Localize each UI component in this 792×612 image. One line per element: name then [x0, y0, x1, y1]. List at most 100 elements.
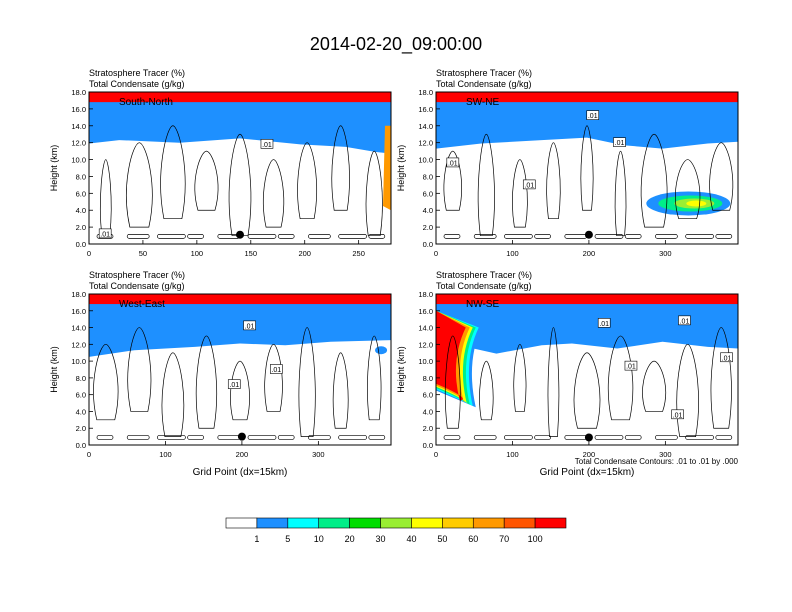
x-tick-label: 300	[312, 450, 325, 459]
plot-frame	[435, 293, 739, 446]
y-tick-label: 14.0	[71, 122, 86, 131]
contour-label: .01	[626, 364, 636, 371]
x-tick-label: 150	[245, 249, 258, 258]
contour-label: .01	[262, 142, 272, 149]
condensate-contour	[512, 159, 528, 228]
condensate-contour	[675, 159, 701, 220]
contour-label-box	[678, 315, 691, 326]
condensate-contour	[608, 335, 634, 421]
x-tick-label: 200	[298, 249, 311, 258]
panel-title-line: Stratosphere Tracer (%)	[436, 68, 532, 78]
figure-title: 2014-02-20_09:00:00	[310, 34, 482, 55]
condensate-contour	[298, 327, 316, 437]
y-tick-label: 6.0	[423, 189, 433, 198]
contour-label: .01	[100, 231, 110, 238]
y-tick-label: 2.0	[76, 223, 86, 232]
x-tick-label: 0	[87, 249, 91, 258]
condensate-contour	[614, 150, 627, 236]
panel-label: West-East	[119, 299, 165, 310]
colorbar-swatch	[472, 517, 505, 529]
y-tick-label: 18.0	[71, 88, 86, 97]
surface-contour	[715, 435, 733, 440]
surface-contour	[308, 435, 331, 440]
y-tick-label: 16.0	[71, 105, 86, 114]
tracer-intrusion	[383, 125, 391, 211]
panel-west-east: .01 .01 .01 West-East Stratosphere Tracer (%…	[49, 270, 392, 478]
condensate-contours	[443, 125, 734, 236]
tracer-band	[436, 294, 738, 354]
panel-south-north: .01 .01 South-North Stratosphere Tracer (%)…	[49, 68, 392, 258]
contour-label-box	[624, 360, 638, 371]
location-marker	[236, 230, 244, 239]
y-tick-label: 10.0	[418, 156, 433, 165]
contour-label: .01	[448, 160, 458, 167]
contour-label-box	[671, 409, 684, 420]
contour-label: .01	[229, 382, 239, 389]
condensate-contour	[161, 352, 185, 437]
colorbar-label: 60	[468, 534, 478, 544]
x-axis-label: Grid Point (dx=15km)	[540, 467, 635, 478]
y-tick-label: 2.0	[423, 424, 433, 433]
condensate-contour	[195, 335, 217, 429]
tracer-blob	[686, 200, 707, 207]
x-tick-label: 100	[506, 249, 519, 258]
condensate-contour	[228, 133, 252, 236]
y-tick-label: 14.0	[418, 324, 433, 333]
surface-contour	[338, 234, 367, 239]
y-tick-label: 0.0	[423, 441, 433, 450]
surface-contour	[126, 234, 150, 239]
colorbar-label: 70	[499, 534, 509, 544]
contour-label-box	[597, 318, 611, 328]
surface-contour	[594, 435, 624, 440]
y-tick-label: 0.0	[76, 441, 86, 450]
condensate-contour	[580, 125, 594, 211]
colorbar-label: 50	[437, 534, 447, 544]
colorbar-swatch	[411, 517, 443, 529]
y-tick-label: 18.0	[418, 290, 433, 299]
surface-contour	[473, 435, 497, 440]
y-tick-label: 18.0	[418, 88, 433, 97]
condensate-contour	[126, 142, 153, 228]
x-tick-label: 0	[87, 450, 91, 459]
condensate-contour	[264, 343, 283, 412]
plot-area	[89, 92, 391, 244]
surface-contour	[368, 435, 386, 440]
condensate-contour	[443, 150, 462, 211]
x-tick-label: 0	[434, 450, 438, 459]
condensate-contour	[513, 343, 527, 412]
y-tick-label: 4.0	[76, 206, 86, 215]
y-tick-label: 12.0	[418, 139, 433, 148]
condensate-contour	[710, 327, 732, 429]
surface-contour	[534, 435, 551, 440]
colorbar-swatch	[503, 517, 536, 529]
condensate-contour	[444, 335, 461, 429]
colorbar-label: 10	[314, 534, 324, 544]
contour-label: .01	[245, 323, 255, 330]
condensate-contour	[546, 142, 561, 220]
colorbar-label: 20	[345, 534, 355, 544]
tracer-top	[89, 294, 391, 305]
surface-contour	[187, 234, 204, 239]
y-tick-label: 2.0	[423, 223, 433, 232]
y-tick-label: 6.0	[423, 391, 433, 400]
surface-contour	[594, 234, 624, 239]
condensate-contour	[676, 343, 699, 437]
condensate-contours	[93, 327, 382, 437]
tracer-top	[436, 92, 738, 103]
y-axis-label: Height (km)	[49, 346, 59, 393]
location-marker	[584, 433, 593, 442]
plot-frame	[435, 91, 739, 245]
y-tick-label: 10.0	[71, 357, 86, 366]
condensate-contour	[160, 125, 186, 220]
y-tick-label: 8.0	[76, 374, 86, 383]
condensate-contour	[573, 352, 601, 429]
x-tick-label: 300	[659, 450, 672, 459]
colorbar-swatch	[256, 517, 289, 529]
contour-label-box	[98, 228, 112, 239]
colorbar-label: 100	[528, 534, 543, 544]
surface-contour	[126, 435, 150, 440]
contour-label-box	[586, 110, 600, 120]
plot-frame	[88, 293, 392, 446]
panel-title-line: Stratosphere Tracer (%)	[89, 270, 185, 280]
